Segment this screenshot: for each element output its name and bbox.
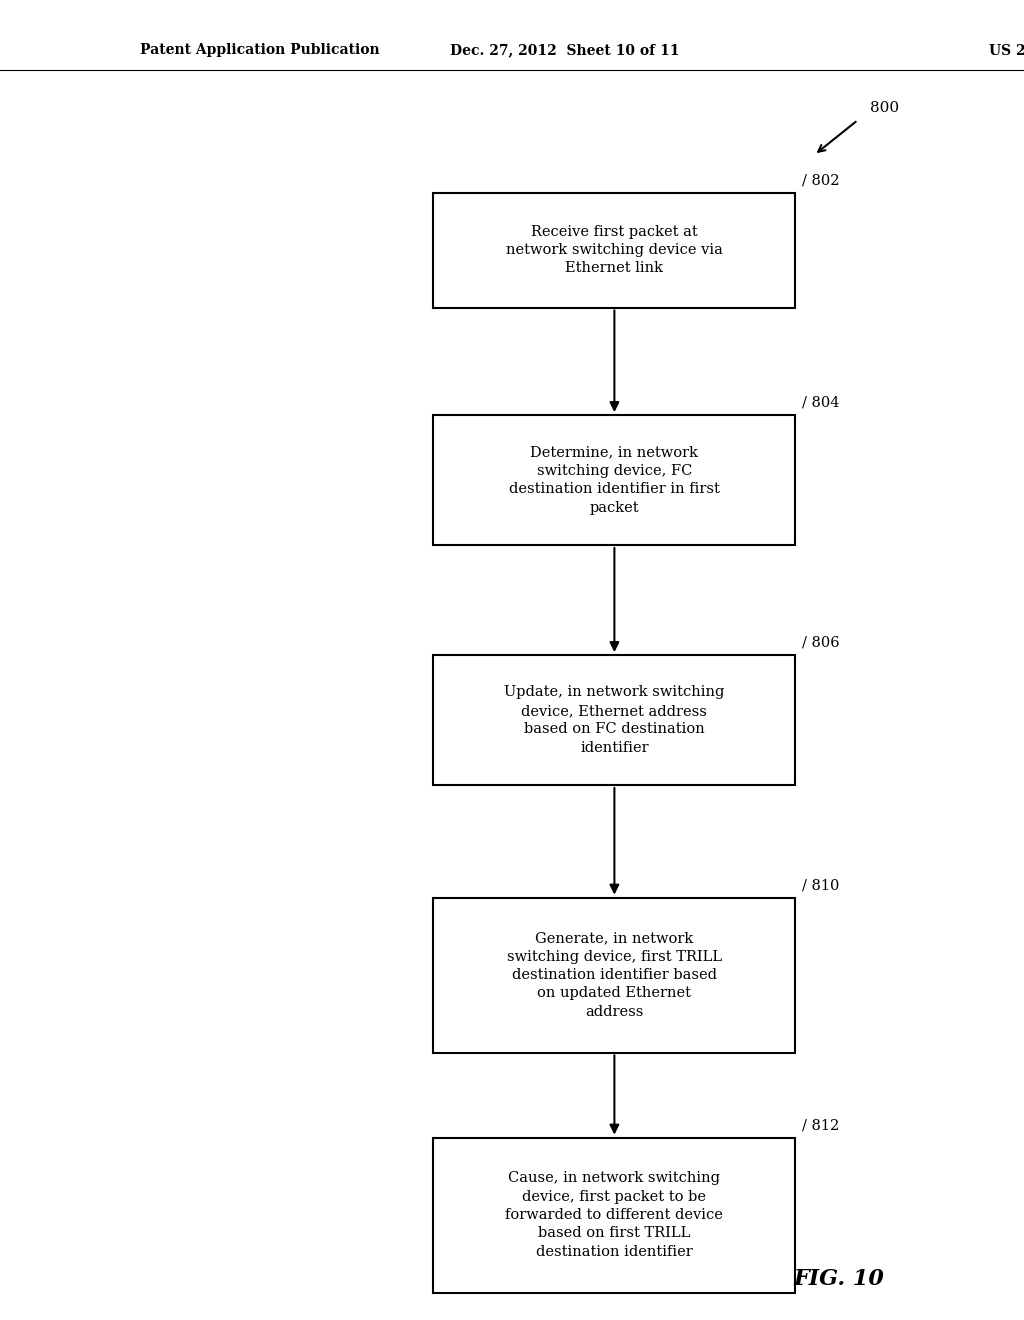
Text: ∕ 810: ∕ 810 (802, 879, 839, 892)
Text: Cause, in network switching
device, first packet to be
forwarded to different de: Cause, in network switching device, firs… (506, 1171, 723, 1259)
Text: ∕ 812: ∕ 812 (802, 1118, 839, 1133)
Text: ∕ 802: ∕ 802 (802, 173, 840, 187)
Text: ∕ 804: ∕ 804 (802, 396, 840, 411)
Bar (433, 1138, 796, 1292)
Text: Dec. 27, 2012  Sheet 10 of 11: Dec. 27, 2012 Sheet 10 of 11 (450, 44, 679, 57)
Bar (433, 898, 796, 1052)
Text: Receive first packet at
network switching device via
Ethernet link: Receive first packet at network switchin… (506, 224, 723, 276)
Text: FIG. 10: FIG. 10 (794, 1269, 885, 1290)
Text: ∕ 806: ∕ 806 (802, 636, 840, 649)
Bar (433, 655, 796, 785)
Text: US 2012/0327936 A1: US 2012/0327936 A1 (989, 44, 1024, 57)
Text: Generate, in network
switching device, first TRILL
destination identifier based
: Generate, in network switching device, f… (507, 931, 722, 1019)
Bar (433, 193, 796, 308)
Text: Patent Application Publication: Patent Application Publication (140, 44, 380, 57)
Bar (433, 414, 796, 545)
Text: Determine, in network
switching device, FC
destination identifier in first
packe: Determine, in network switching device, … (509, 445, 720, 515)
Text: 800: 800 (870, 102, 899, 115)
Text: Update, in network switching
device, Ethernet address
based on FC destination
id: Update, in network switching device, Eth… (504, 685, 725, 755)
